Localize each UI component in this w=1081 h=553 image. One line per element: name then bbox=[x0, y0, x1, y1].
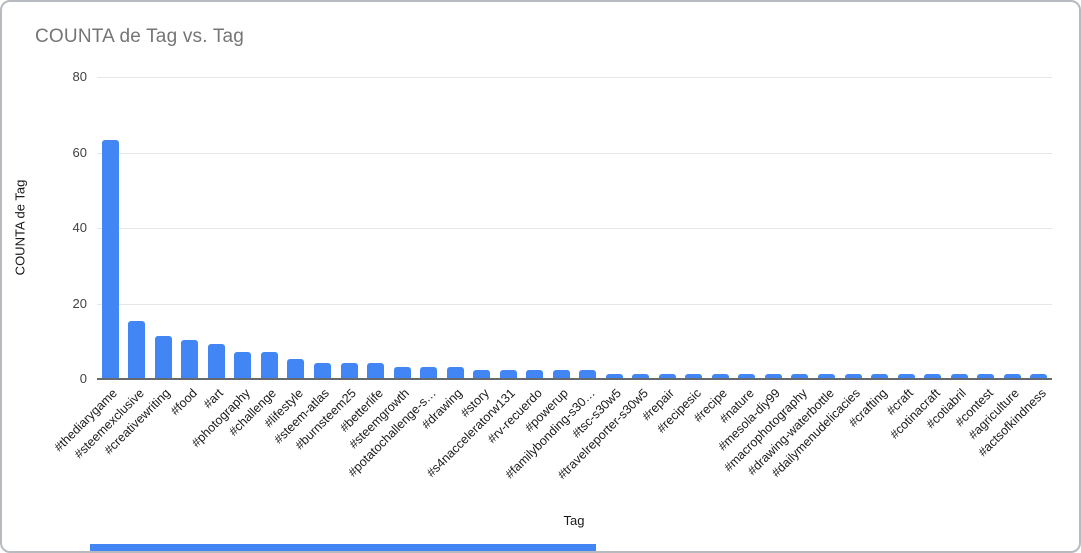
bar-nature[interactable] bbox=[738, 374, 756, 378]
y-tick-label: 40 bbox=[72, 220, 87, 235]
bar-repair[interactable] bbox=[658, 374, 676, 378]
bar-dailymenudelicacies[interactable] bbox=[844, 374, 862, 378]
bar-actsofkindness[interactable] bbox=[1030, 374, 1048, 378]
bar-lifestyle[interactable] bbox=[287, 359, 305, 378]
plot-area bbox=[97, 77, 1052, 380]
bar-crafting[interactable] bbox=[871, 374, 889, 378]
gridline bbox=[97, 152, 1052, 154]
bar-betterlife[interactable] bbox=[367, 362, 385, 378]
gridline bbox=[97, 77, 1052, 78]
y-axis-title: COUNTA de Tag bbox=[12, 179, 28, 276]
bar-macrophotography[interactable] bbox=[791, 374, 809, 378]
bar-story[interactable] bbox=[473, 370, 491, 378]
bar-steem-atlas[interactable] bbox=[313, 362, 331, 378]
bar-challenge[interactable] bbox=[260, 351, 278, 378]
bar-steemexclusive[interactable] bbox=[128, 321, 146, 378]
bar-art[interactable] bbox=[207, 344, 225, 378]
bar-recipe[interactable] bbox=[711, 374, 729, 378]
bar-steemgrowth[interactable] bbox=[393, 366, 411, 378]
y-tick-label: 60 bbox=[72, 144, 87, 160]
bar-food[interactable] bbox=[181, 340, 199, 378]
bar-creativewriting[interactable] bbox=[154, 336, 172, 378]
gridline bbox=[97, 303, 1052, 305]
bar-s4nacceleratorw131[interactable] bbox=[499, 370, 517, 378]
bar-drawing-waterbottle[interactable] bbox=[818, 374, 835, 378]
bar-cotiabril[interactable] bbox=[950, 374, 968, 378]
bar-recipesic[interactable] bbox=[685, 374, 703, 378]
bar-agriculture[interactable] bbox=[1003, 374, 1021, 378]
chart-title: COUNTA de Tag vs. Tag bbox=[35, 26, 245, 47]
bar-photography[interactable] bbox=[234, 351, 252, 378]
partially-visible-blue-strip bbox=[90, 544, 596, 551]
bar-contest[interactable] bbox=[977, 374, 995, 378]
bar-powerup[interactable] bbox=[552, 370, 570, 378]
bar-craft[interactable] bbox=[897, 374, 915, 378]
bar-cotinacraft[interactable] bbox=[924, 374, 942, 378]
bar-mesola-diy99[interactable] bbox=[764, 374, 782, 378]
bar-drawing[interactable] bbox=[446, 366, 464, 378]
bar-rv-recuerdo[interactable] bbox=[526, 370, 544, 378]
gridline bbox=[97, 228, 1052, 229]
bar-burnsteem25[interactable] bbox=[340, 362, 358, 378]
x-axis-line bbox=[97, 378, 1052, 380]
y-tick-label: 0 bbox=[79, 371, 87, 386]
y-tick-label: 80 bbox=[72, 69, 87, 84]
y-tick-label: 20 bbox=[72, 295, 87, 311]
bar-thediarygame[interactable] bbox=[101, 140, 119, 378]
bar-tsc-s30w5[interactable] bbox=[605, 374, 623, 378]
bar-potatochallenge-s…[interactable] bbox=[420, 366, 438, 378]
bar-familybonding-s30…[interactable] bbox=[579, 370, 597, 378]
x-axis-title: Tag bbox=[563, 513, 585, 528]
bar-travelreporter-s30w5[interactable] bbox=[632, 374, 650, 378]
